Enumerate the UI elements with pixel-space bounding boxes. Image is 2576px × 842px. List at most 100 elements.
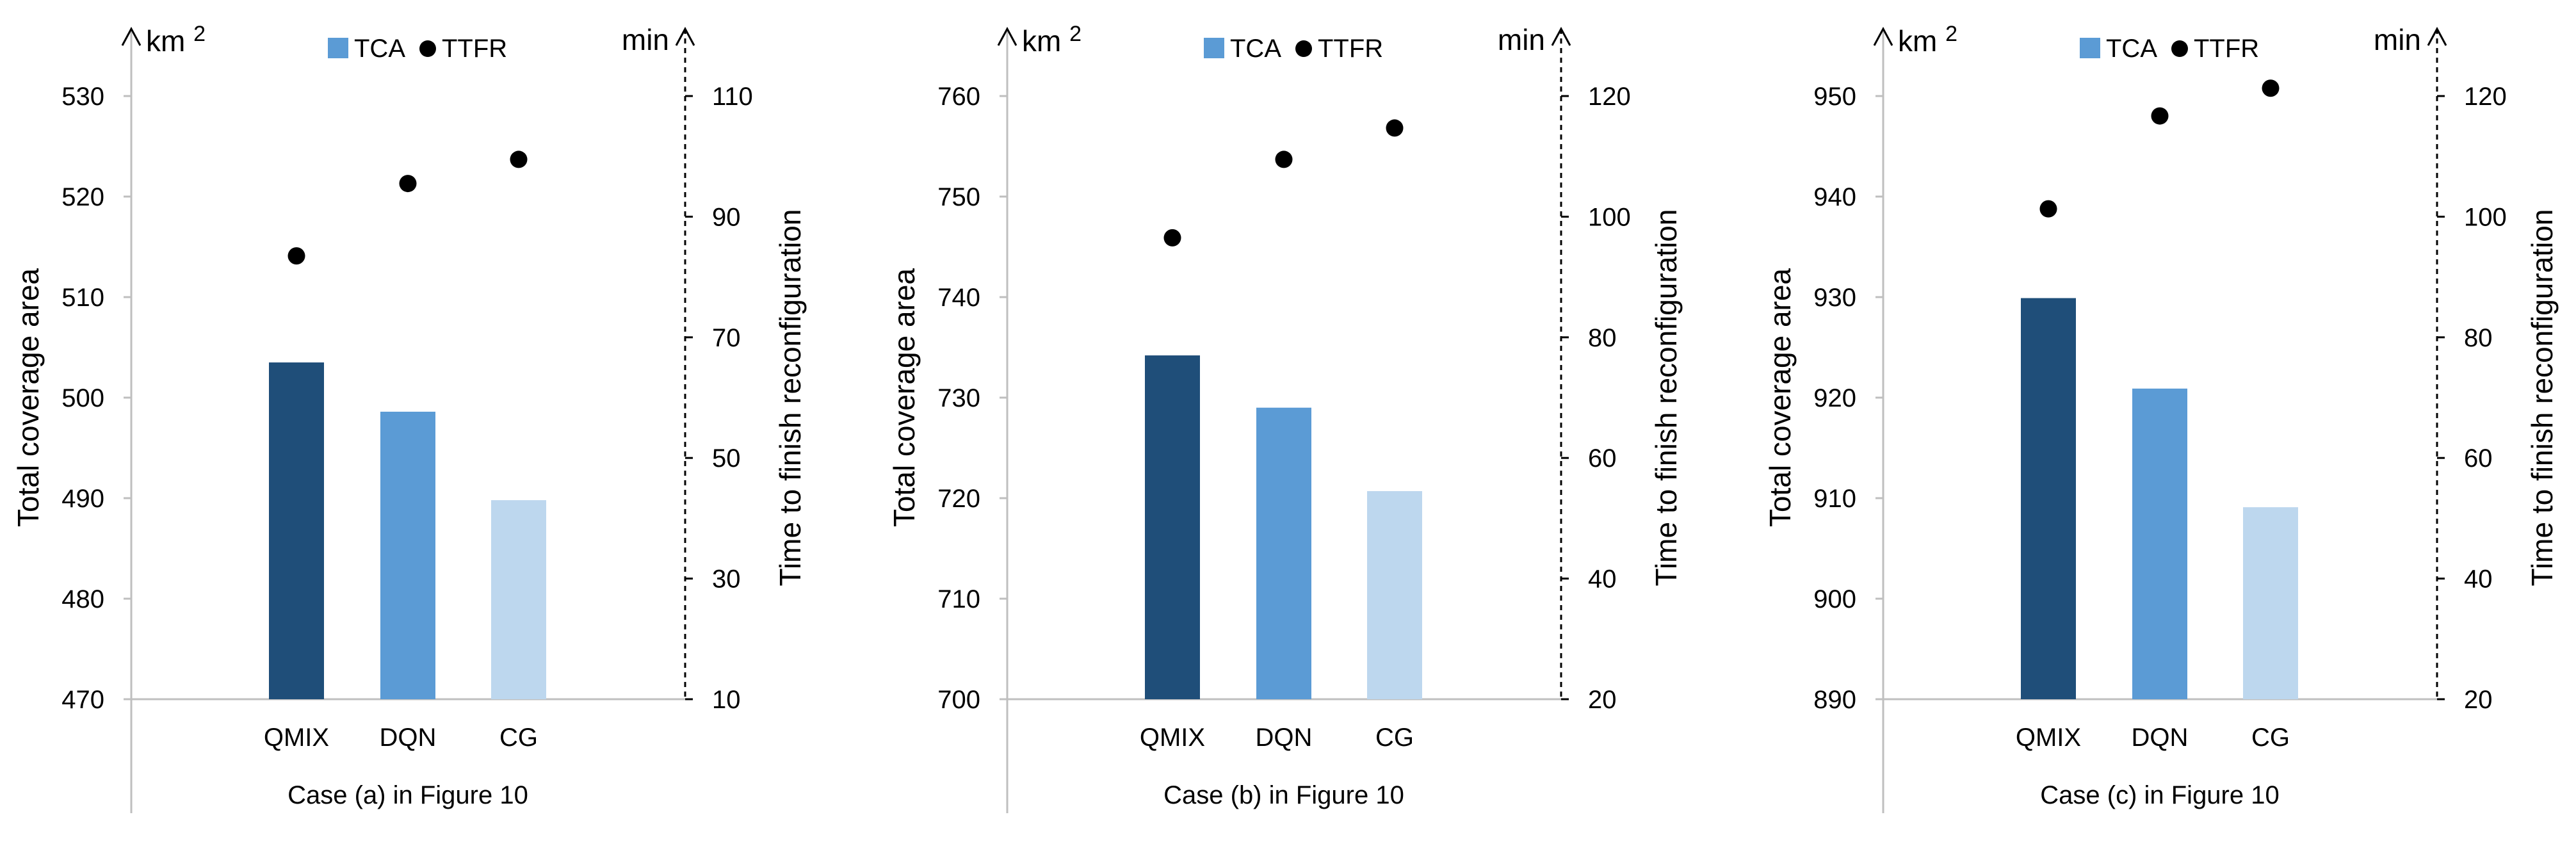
left-axis-unit: km 2 bbox=[1898, 22, 1957, 58]
category-label: QMIX bbox=[264, 724, 329, 752]
tca-bar-dqn bbox=[2132, 388, 2187, 699]
left-tick-label: 900 bbox=[1813, 585, 1856, 613]
chart-panel-2: 700 710 720 730 740 750 760 20 40 60 80 100 120 km 2 m… bbox=[887, 22, 1683, 813]
right-tick-label: 110 bbox=[712, 83, 753, 111]
legend-bar-label: TCA bbox=[1230, 35, 1281, 63]
right-tick-label: 60 bbox=[1588, 444, 1617, 473]
left-tick-label: 510 bbox=[61, 284, 104, 312]
left-axis-unit: km 2 bbox=[146, 22, 206, 58]
ttfr-point-qmix bbox=[288, 247, 305, 265]
chart-caption: Case (b) in Figure 10 bbox=[1163, 781, 1404, 809]
right-axis-title: Time to finish reconfiguration bbox=[774, 209, 807, 587]
right-tick-label: 90 bbox=[712, 203, 741, 231]
category-label: CG bbox=[499, 724, 538, 752]
left-tick-label: 530 bbox=[61, 83, 104, 111]
left-tick-label: 520 bbox=[61, 183, 104, 211]
category-label: DQN bbox=[1256, 724, 1313, 752]
left-tick-label: 500 bbox=[61, 384, 104, 412]
right-axis-unit: min bbox=[1498, 23, 1545, 56]
right-axis-unit: min bbox=[2374, 23, 2421, 56]
ttfr-point-cg bbox=[2262, 79, 2280, 97]
tca-bar-cg bbox=[491, 500, 546, 699]
right-tick-label: 30 bbox=[712, 565, 741, 594]
right-tick-label: 100 bbox=[2464, 203, 2507, 231]
left-tick-label: 720 bbox=[937, 485, 980, 513]
left-tick-label: 490 bbox=[61, 485, 104, 513]
right-axis-arrow bbox=[675, 26, 695, 46]
category-label: CG bbox=[1375, 724, 1414, 752]
chart-caption: Case (a) in Figure 10 bbox=[288, 781, 528, 809]
left-tick-label: 950 bbox=[1813, 83, 1856, 111]
ttfr-point-cg bbox=[1386, 119, 1404, 137]
left-tick-label: 480 bbox=[61, 585, 104, 613]
right-tick-label: 20 bbox=[1588, 686, 1617, 714]
left-tick-label: 730 bbox=[937, 384, 980, 412]
tca-bar-dqn bbox=[380, 411, 435, 699]
category-label: CG bbox=[2251, 724, 2290, 752]
left-tick-label: 930 bbox=[1813, 284, 1856, 312]
right-tick-label: 10 bbox=[712, 686, 741, 714]
tca-bar-qmix bbox=[1145, 355, 1200, 699]
chart-panel-3: 890 900 910 920 930 940 950 20 40 60 80 100 120 km 2 m… bbox=[1763, 22, 2559, 813]
right-tick-label: 70 bbox=[712, 324, 741, 352]
left-tick-label: 910 bbox=[1813, 485, 1856, 513]
right-axis-title: Time to finish reconfiguration bbox=[1649, 209, 1683, 587]
legend-dot-label: TTFR bbox=[442, 35, 507, 63]
tca-bar-cg bbox=[1367, 491, 1422, 699]
ttfr-point-dqn bbox=[399, 175, 417, 193]
right-tick-label: 60 bbox=[2464, 444, 2493, 473]
legend-dot-label: TTFR bbox=[1318, 35, 1383, 63]
right-tick-label: 80 bbox=[1588, 324, 1617, 352]
left-axis-arrow bbox=[121, 26, 142, 46]
left-axis-title: Total coverage area bbox=[887, 268, 921, 527]
left-tick-label: 710 bbox=[937, 585, 980, 613]
category-label: DQN bbox=[2132, 724, 2189, 752]
tca-bar-dqn bbox=[1256, 407, 1311, 699]
right-axis-arrow bbox=[2427, 26, 2447, 46]
legend-bar-label: TCA bbox=[2106, 35, 2157, 63]
right-axis-unit: min bbox=[622, 23, 669, 56]
left-axis-title: Total coverage area bbox=[12, 268, 45, 527]
legend-dot-swatch bbox=[1295, 40, 1312, 57]
category-label: QMIX bbox=[2016, 724, 2081, 752]
legend-bar-swatch bbox=[2080, 38, 2100, 58]
left-axis-title: Total coverage area bbox=[1763, 268, 1797, 527]
ttfr-point-dqn bbox=[2151, 107, 2169, 125]
left-tick-label: 890 bbox=[1813, 686, 1856, 714]
chart-panel-1: 470 480 490 500 510 520 530 10 30 50 70 90 110 km 2 mi… bbox=[12, 22, 807, 813]
right-tick-label: 120 bbox=[2464, 83, 2507, 111]
legend-dot-swatch bbox=[419, 40, 436, 57]
tca-bar-cg bbox=[2243, 507, 2298, 699]
left-tick-label: 920 bbox=[1813, 384, 1856, 412]
legend-bar-swatch bbox=[328, 38, 348, 58]
tca-bar-qmix bbox=[269, 362, 324, 699]
left-axis-arrow bbox=[997, 26, 1017, 46]
ttfr-point-cg bbox=[510, 150, 528, 168]
ttfr-point-dqn bbox=[1275, 150, 1293, 168]
right-axis-title: Time to finish reconfiguration bbox=[2525, 209, 2559, 587]
left-tick-label: 740 bbox=[937, 284, 980, 312]
tca-bar-qmix bbox=[2021, 298, 2076, 699]
right-tick-label: 120 bbox=[1588, 83, 1631, 111]
left-tick-label: 940 bbox=[1813, 183, 1856, 211]
ttfr-point-qmix bbox=[1163, 229, 1181, 247]
right-tick-label: 40 bbox=[1588, 565, 1617, 594]
category-label: DQN bbox=[380, 724, 437, 752]
right-tick-label: 50 bbox=[712, 444, 741, 473]
right-tick-label: 100 bbox=[1588, 203, 1631, 231]
left-tick-label: 700 bbox=[937, 686, 980, 714]
chart-caption: Case (c) in Figure 10 bbox=[2040, 781, 2279, 809]
right-tick-label: 20 bbox=[2464, 686, 2493, 714]
legend-dot-label: TTFR bbox=[2194, 35, 2259, 63]
right-axis-arrow bbox=[1551, 26, 1571, 46]
left-axis-unit: km 2 bbox=[1022, 22, 1081, 58]
right-tick-label: 80 bbox=[2464, 324, 2493, 352]
left-tick-label: 750 bbox=[937, 183, 980, 211]
left-tick-label: 760 bbox=[937, 83, 980, 111]
left-axis-arrow bbox=[1873, 26, 1893, 46]
category-label: QMIX bbox=[1140, 724, 1205, 752]
right-tick-label: 40 bbox=[2464, 565, 2493, 594]
legend-bar-label: TCA bbox=[354, 35, 405, 63]
left-tick-label: 470 bbox=[61, 686, 104, 714]
